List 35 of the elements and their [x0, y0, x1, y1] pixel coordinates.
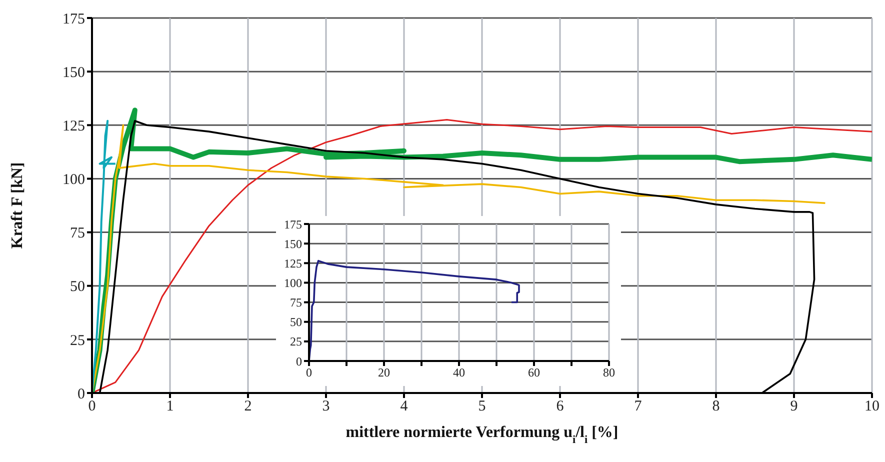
line-series [92, 120, 116, 393]
x-tick-label: 10 [864, 398, 880, 415]
x-axis-title: mittlere normierte Verformung u$_{i}$/l$_{i}$ [%] [346, 424, 618, 446]
y-tick-label: 75 [290, 296, 302, 310]
y-tick-label: 25 [290, 334, 302, 349]
x-tick-label: 5 [478, 398, 486, 415]
y-tick-label: 175 [284, 217, 302, 232]
x-tick-label: 2 [244, 398, 252, 415]
y-axis-title: Kraft F [kN] [9, 162, 26, 249]
y-tick-label: 50 [70, 279, 85, 296]
y-tick-label: 150 [62, 64, 85, 81]
x-tick-label: 1 [166, 398, 174, 415]
x-tick-label: 3 [322, 398, 330, 415]
y-tick-label: 25 [70, 332, 85, 349]
y-tick-label: 75 [70, 226, 85, 242]
x-tick-label: 60 [528, 366, 540, 380]
y-tick-label: 125 [62, 118, 85, 134]
x-tick-label: 6 [556, 398, 564, 415]
x-tick-label: 8 [712, 398, 720, 415]
x-tick-label: 7 [634, 398, 642, 415]
x-tick-label: 4 [400, 398, 408, 415]
x-tick-label: 40 [453, 366, 465, 380]
y-tick-label: 125 [284, 256, 302, 270]
x-tick-label: 80 [603, 366, 615, 380]
x-tick-label: 20 [378, 366, 390, 380]
x-tick-label: 0 [88, 398, 96, 415]
x-tick-label: 9 [790, 398, 798, 415]
y-tick-label: 100 [284, 276, 302, 290]
y-tick-label: 175 [62, 11, 85, 28]
y-tick-label: 0 [296, 354, 302, 368]
x-tick-label: 0 [306, 366, 312, 380]
y-tick-label: 50 [290, 315, 302, 330]
y-tick-label: 100 [62, 172, 85, 188]
y-tick-label: 0 [78, 386, 85, 402]
y-tick-label: 150 [284, 236, 302, 251]
